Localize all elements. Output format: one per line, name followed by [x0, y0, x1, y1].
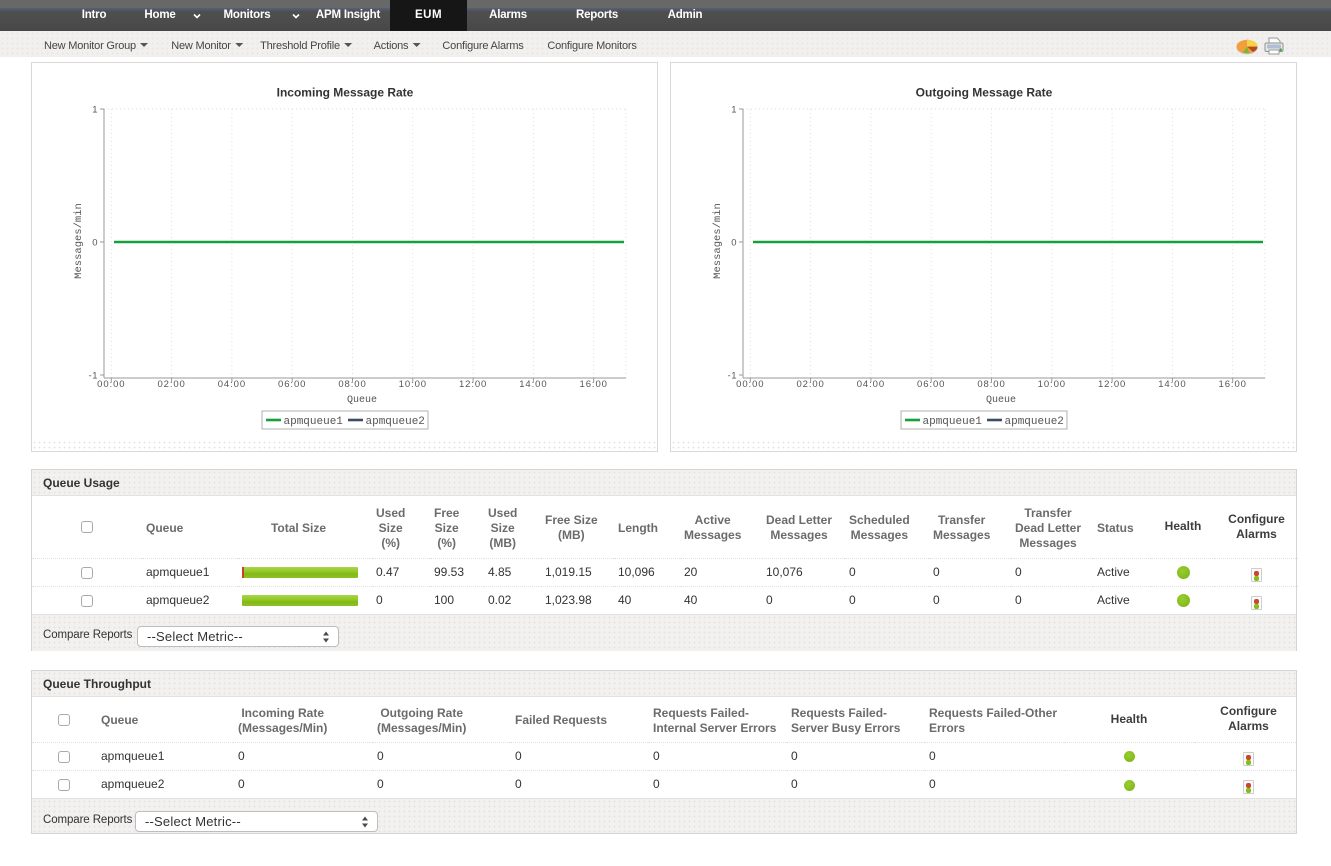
- svg-text:02:00: 02:00: [796, 379, 824, 390]
- svg-text:06:00: 06:00: [278, 379, 306, 390]
- svg-text:1: 1: [731, 105, 737, 116]
- svg-text:-1: -1: [728, 371, 737, 382]
- svg-text:14:00: 14:00: [519, 379, 547, 390]
- svg-text:04:00: 04:00: [857, 379, 885, 390]
- svg-text:Incoming Message Rate: Incoming Message Rate: [277, 86, 414, 100]
- svg-text:1: 1: [92, 105, 98, 116]
- svg-text:16:00: 16:00: [580, 379, 608, 390]
- svg-text:16:00: 16:00: [1219, 379, 1247, 390]
- svg-text:0: 0: [92, 238, 98, 249]
- svg-text:Messages/min: Messages/min: [712, 203, 724, 279]
- svg-text:Outgoing Message Rate: Outgoing Message Rate: [916, 86, 1053, 100]
- svg-text:Queue: Queue: [986, 395, 1016, 406]
- svg-text:06:00: 06:00: [917, 379, 945, 390]
- svg-text:-1: -1: [89, 371, 98, 382]
- svg-text:10:00: 10:00: [1038, 379, 1066, 390]
- svg-text:Queue: Queue: [347, 395, 377, 406]
- svg-text:apmqueue2: apmqueue2: [1005, 416, 1064, 428]
- svg-text:apmqueue1: apmqueue1: [284, 416, 344, 428]
- svg-text:14:00: 14:00: [1158, 379, 1186, 390]
- svg-text:Messages/min: Messages/min: [73, 203, 85, 279]
- svg-text:0: 0: [731, 238, 737, 249]
- svg-text:08:00: 08:00: [977, 379, 1005, 390]
- svg-text:08:00: 08:00: [338, 379, 366, 390]
- svg-text:04:00: 04:00: [218, 379, 246, 390]
- svg-text:12:00: 12:00: [1098, 379, 1126, 390]
- svg-text:00:00: 00:00: [97, 379, 125, 390]
- svg-text:02:00: 02:00: [157, 379, 185, 390]
- svg-text:apmqueue1: apmqueue1: [923, 416, 983, 428]
- svg-text:apmqueue2: apmqueue2: [366, 416, 425, 428]
- svg-text:10:00: 10:00: [399, 379, 427, 390]
- svg-text:00:00: 00:00: [736, 379, 764, 390]
- svg-text:12:00: 12:00: [459, 379, 487, 390]
